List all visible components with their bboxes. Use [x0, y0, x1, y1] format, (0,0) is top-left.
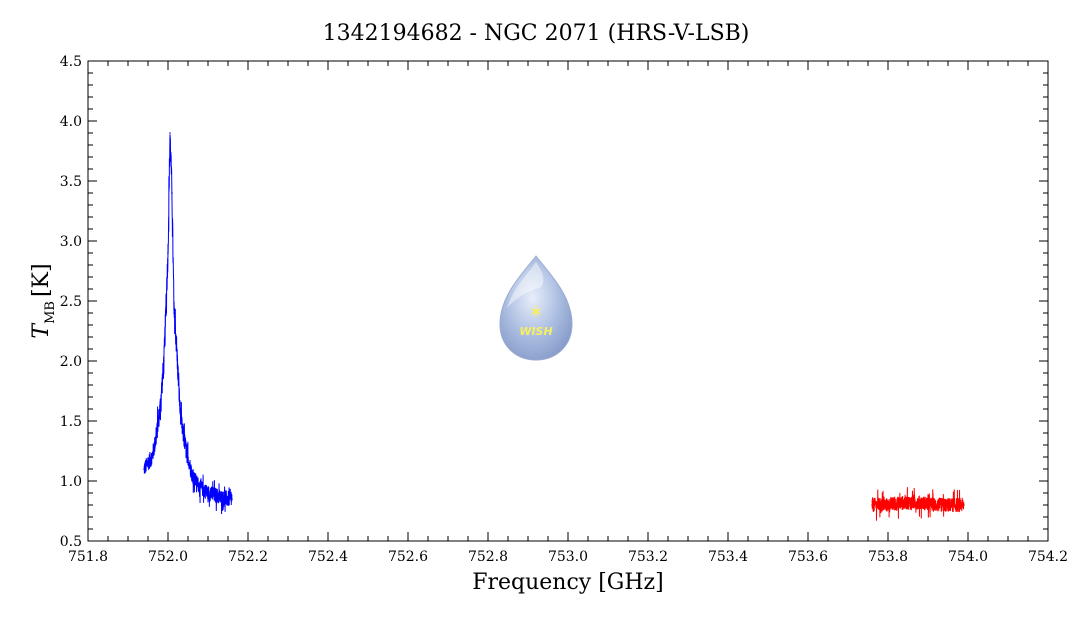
y-axis: 0.5 1.0 1.5 2.0 2.5 3.0 3.5 4.0 4.5 — [60, 54, 1048, 550]
x-tick-label: 752.4 — [308, 549, 348, 565]
y-tick-label: 3.5 — [60, 174, 82, 190]
series-0-point — [163, 360, 165, 362]
water-drop-icon — [499, 255, 573, 361]
series-0-point — [155, 438, 157, 440]
series-0-point — [167, 252, 169, 254]
x-tick-label: 753.6 — [788, 549, 828, 565]
y-tick-label: 1.5 — [60, 414, 82, 430]
series-0-point — [175, 336, 177, 338]
series-1-point — [935, 504, 937, 506]
series-0-point — [215, 494, 217, 497]
y-axis-label-subscript: MB — [43, 301, 58, 324]
x-tick-label: 752.6 — [388, 549, 428, 565]
star-icon: ✶ — [528, 302, 543, 323]
series-1-point — [887, 504, 889, 506]
series-0-point — [195, 480, 197, 482]
series-line-0 — [143, 134, 233, 515]
y-tick-label: 4.5 — [60, 54, 82, 70]
y-axis-label-symbol: T — [29, 322, 54, 339]
x-axis: 751.8 752.0 752.2 752.4 752.6 752.8 753.0 753.2… — [68, 61, 1068, 565]
series-0-point — [181, 426, 183, 428]
series-line-1 — [871, 487, 965, 521]
chart-title: 1342194682 - NGC 2071 (HRS-V-LSB) — [323, 21, 750, 46]
series-1-point — [951, 504, 953, 506]
y-tick-label: 4.0 — [60, 114, 82, 130]
series-1-point — [919, 501, 921, 504]
y-tick-label: 2.0 — [60, 354, 82, 370]
series-0-point — [207, 492, 209, 494]
series-0-point — [143, 468, 145, 470]
drop-highlight — [507, 262, 544, 308]
series-0-point — [223, 498, 225, 500]
series-0-point — [151, 456, 153, 458]
series-0-point — [179, 408, 181, 410]
series-0-point — [191, 474, 193, 476]
y-tick-label: 2.5 — [60, 294, 82, 310]
series-0-point — [177, 372, 179, 374]
x-tick-label: 754.2 — [1028, 549, 1068, 565]
y-tick-label: 3.0 — [60, 234, 82, 250]
x-tick-label: 753.4 — [708, 549, 748, 565]
x-tick-label: 753.2 — [628, 549, 668, 565]
series-0-point — [173, 312, 175, 314]
series-0-point — [231, 498, 233, 500]
x-tick-label: 751.8 — [68, 549, 108, 565]
series-0-point — [183, 438, 185, 440]
x-tick-label: 753.8 — [868, 549, 908, 565]
wish-logo-text: WISH — [519, 325, 552, 338]
series-0-point — [169, 132, 171, 134]
x-tick-label: 753.0 — [548, 549, 588, 565]
series-0-point — [187, 456, 189, 458]
y-axis-label: TMB [K] — [29, 263, 58, 338]
x-tick-label: 752.2 — [228, 549, 268, 565]
y-tick-label: 1.0 — [60, 474, 82, 490]
y-tick-label: 0.5 — [60, 534, 82, 550]
x-tick-label: 752.8 — [468, 549, 508, 565]
series-0-point — [199, 486, 201, 488]
series-1-point — [871, 504, 873, 506]
x-tick-label: 754.0 — [948, 549, 988, 565]
series-layer — [143, 132, 965, 521]
series-1-point — [903, 501, 905, 504]
wish-logo: ✶ WISH — [499, 255, 573, 361]
series-0-point — [171, 192, 173, 194]
y-axis-label-unit: [K] — [29, 263, 54, 297]
series-1-point — [963, 504, 965, 506]
x-tick-label: 752.0 — [148, 549, 188, 565]
plot-frame — [87, 60, 1049, 542]
x-axis-label: Frequency [GHz] — [472, 570, 664, 595]
series-0-point — [159, 408, 161, 410]
